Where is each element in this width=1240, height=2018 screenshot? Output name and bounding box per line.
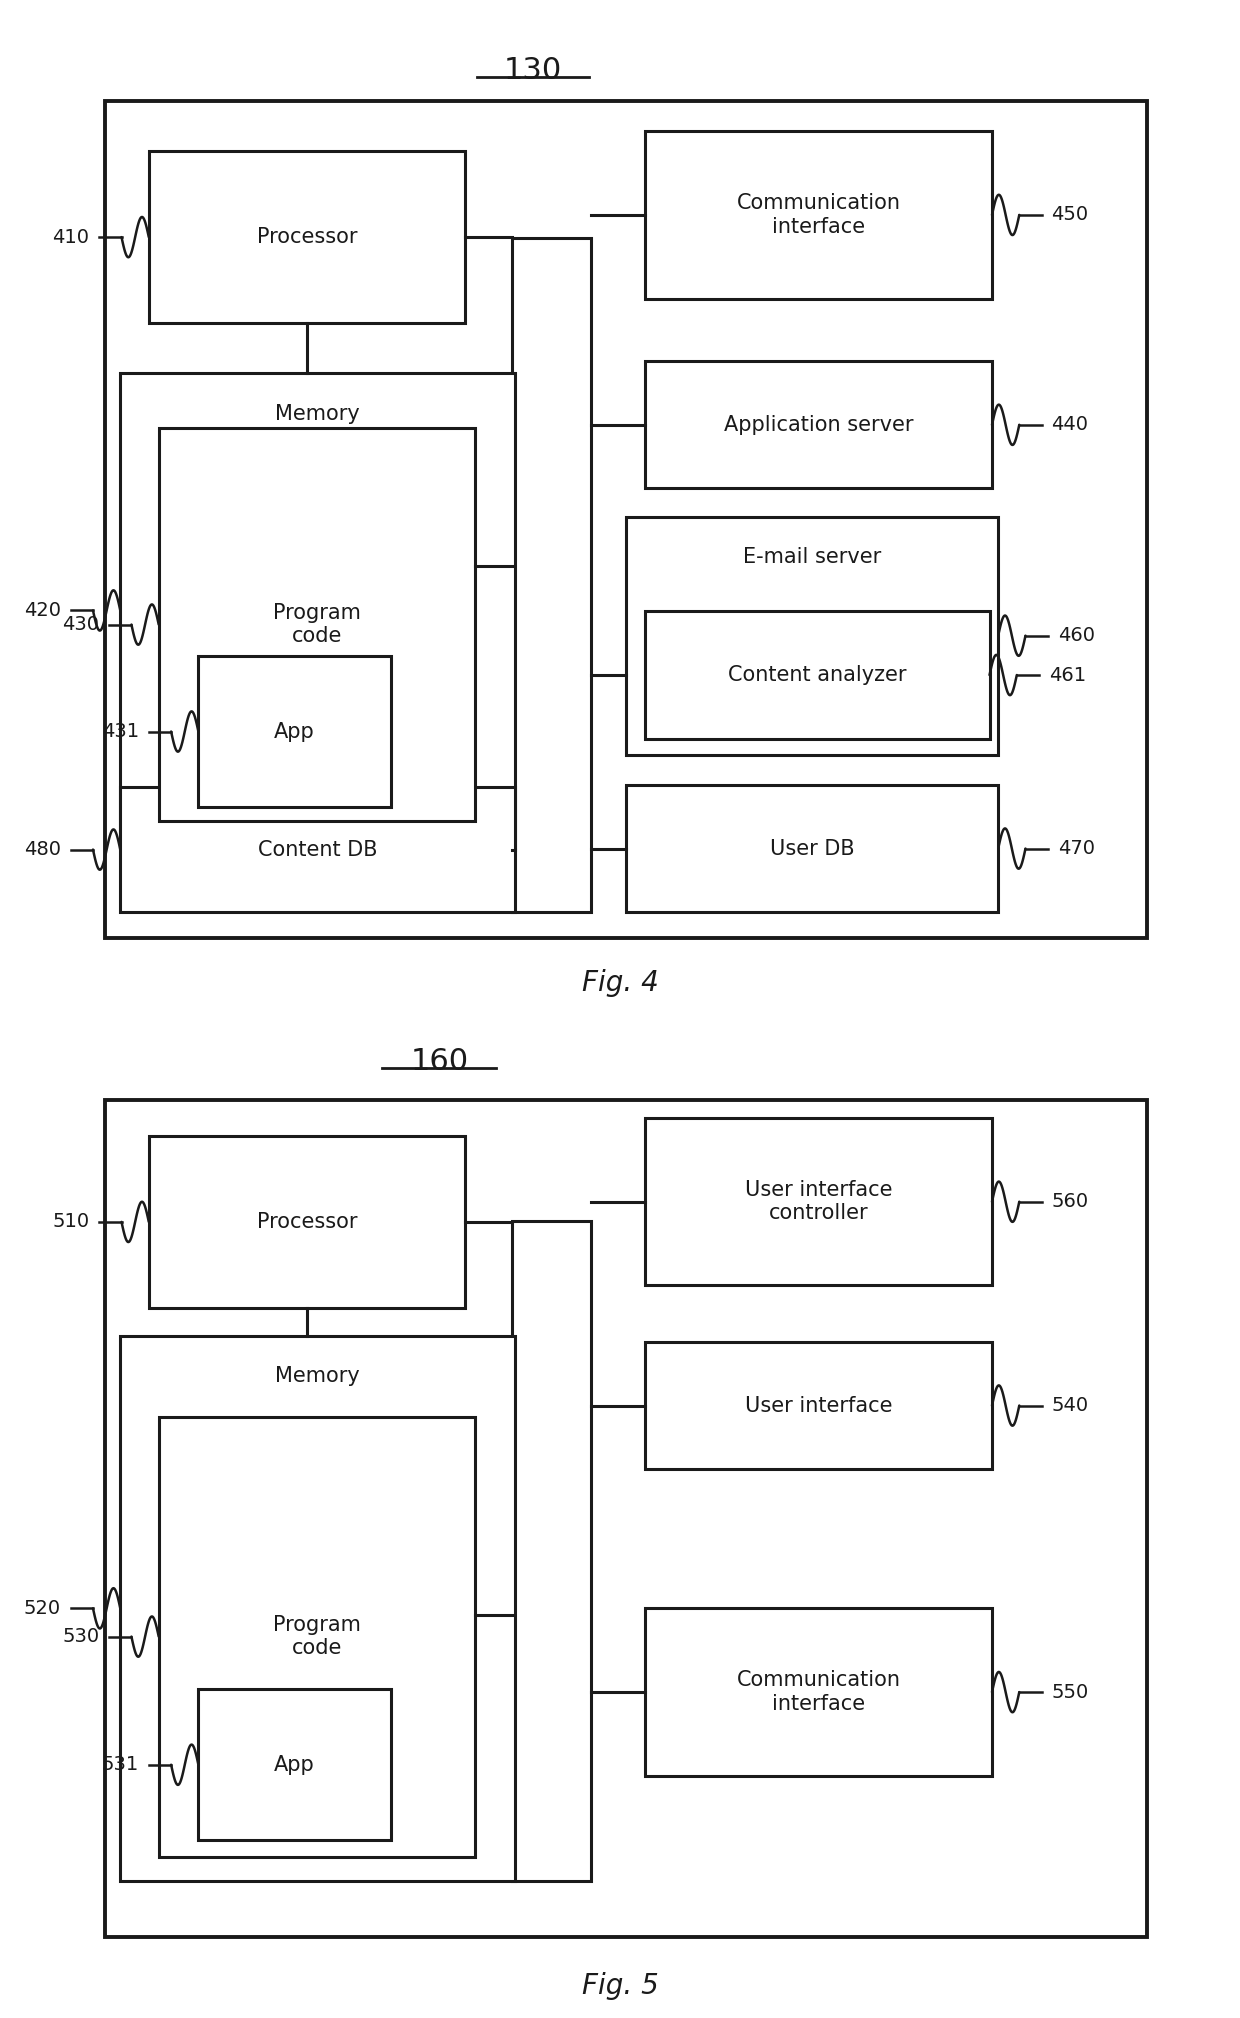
Text: 431: 431 [102,722,139,741]
Text: Fig. 4: Fig. 4 [582,969,658,997]
FancyBboxPatch shape [645,611,990,739]
Text: 430: 430 [62,615,99,634]
FancyBboxPatch shape [512,1221,591,1881]
Text: Fig. 5: Fig. 5 [582,1972,658,2000]
Text: Communication
interface: Communication interface [737,1671,900,1713]
Text: 461: 461 [1049,666,1086,684]
Text: User DB: User DB [770,839,854,858]
Text: 460: 460 [1058,626,1095,646]
Text: 550: 550 [1052,1683,1089,1701]
FancyBboxPatch shape [645,1342,992,1469]
Text: App: App [274,1756,315,1774]
Text: Program
code: Program code [273,603,361,646]
Text: 530: 530 [62,1627,99,1647]
FancyBboxPatch shape [159,428,475,821]
Text: User interface
controller: User interface controller [745,1181,892,1223]
Text: 420: 420 [24,601,61,620]
Text: Processor: Processor [257,1213,357,1231]
Text: Processor: Processor [257,228,357,246]
Text: Application server: Application server [724,416,913,434]
Text: 531: 531 [102,1756,139,1774]
Text: 560: 560 [1052,1193,1089,1211]
FancyBboxPatch shape [120,1336,515,1881]
FancyBboxPatch shape [626,785,998,912]
Text: 480: 480 [24,839,61,860]
FancyBboxPatch shape [159,1417,475,1857]
Text: 160: 160 [412,1047,469,1076]
Text: 510: 510 [52,1213,89,1231]
FancyBboxPatch shape [198,656,391,807]
Text: E-mail server: E-mail server [743,547,882,567]
FancyBboxPatch shape [120,787,515,912]
Text: Memory: Memory [275,404,360,424]
FancyBboxPatch shape [645,361,992,488]
Text: 520: 520 [24,1598,61,1618]
FancyBboxPatch shape [105,101,1147,938]
FancyBboxPatch shape [645,131,992,299]
Text: User interface: User interface [745,1396,892,1415]
Text: Memory: Memory [275,1366,360,1386]
Text: 540: 540 [1052,1396,1089,1415]
Text: 130: 130 [505,57,562,85]
Text: 440: 440 [1052,416,1089,434]
FancyBboxPatch shape [645,1118,992,1285]
FancyBboxPatch shape [626,517,998,755]
Text: App: App [274,722,315,741]
Text: 410: 410 [52,228,89,246]
Text: Program
code: Program code [273,1614,361,1659]
FancyBboxPatch shape [120,373,515,848]
Text: Content analyzer: Content analyzer [728,666,906,684]
FancyBboxPatch shape [512,238,591,912]
FancyBboxPatch shape [645,1608,992,1776]
FancyBboxPatch shape [198,1689,391,1840]
Text: Communication
interface: Communication interface [737,194,900,236]
FancyBboxPatch shape [149,151,465,323]
Text: Content DB: Content DB [258,839,377,860]
FancyBboxPatch shape [149,1136,465,1308]
FancyBboxPatch shape [105,1100,1147,1937]
Text: 450: 450 [1052,206,1089,224]
Text: 470: 470 [1058,839,1095,858]
